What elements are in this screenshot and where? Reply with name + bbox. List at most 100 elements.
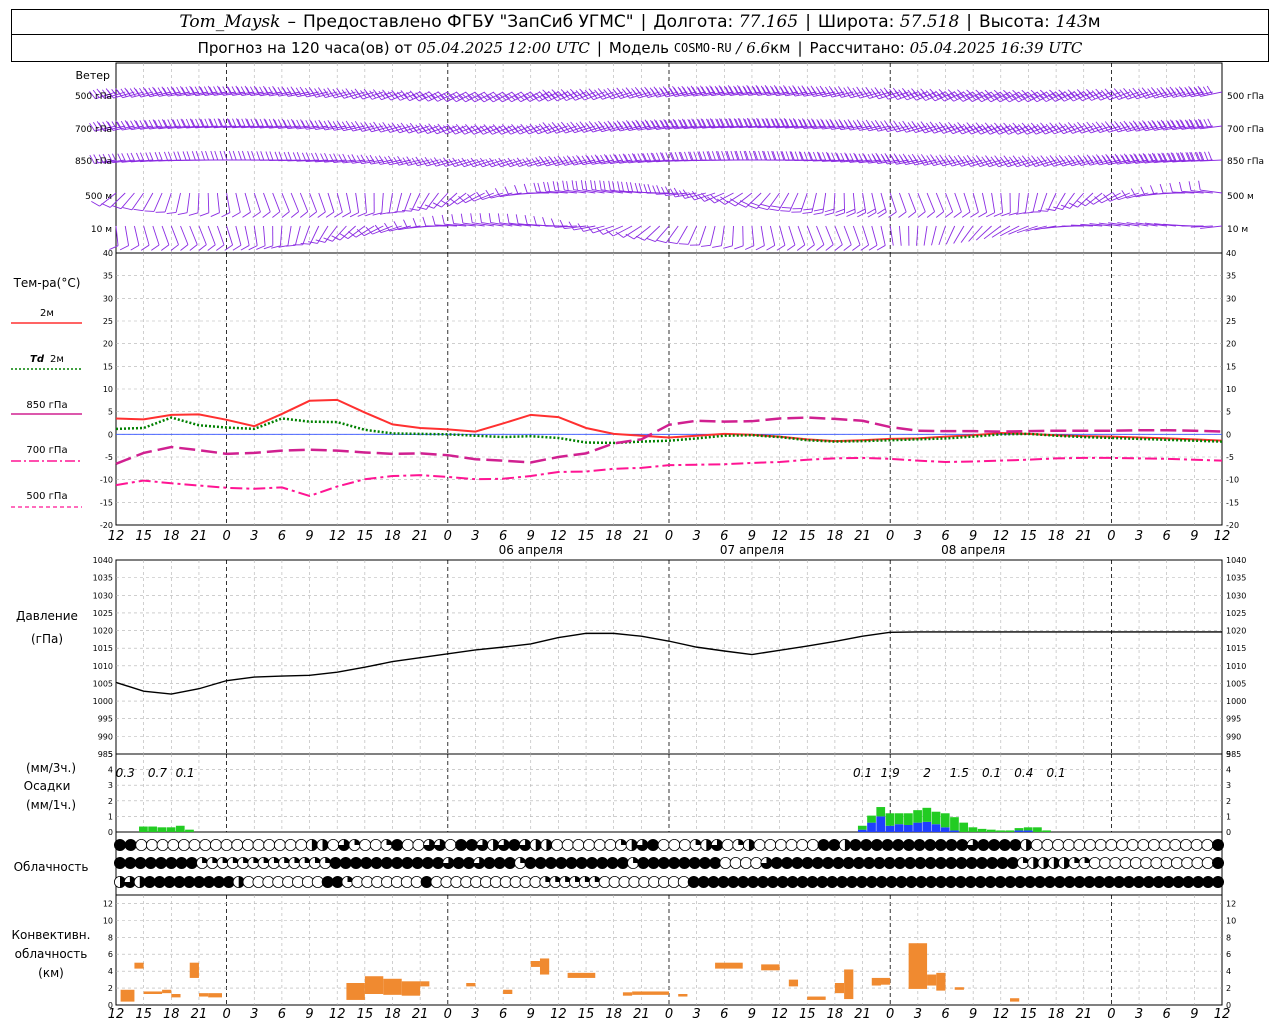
wind-barb-feather	[729, 86, 735, 96]
convective-unit: (км)	[38, 966, 64, 980]
cloud-cover-symbol	[753, 839, 766, 852]
wind-barb	[503, 157, 531, 168]
wind-barb-feather	[772, 151, 777, 161]
wind-barb-feather	[1177, 152, 1183, 162]
cloud-cover-symbol	[1201, 839, 1214, 852]
wind-barb-feather	[868, 244, 878, 251]
wind-barb	[256, 225, 266, 250]
cloud-circle	[544, 857, 557, 870]
wind-barb-feather	[867, 121, 874, 131]
wind-barb-feather	[627, 121, 634, 130]
cloud-circle	[188, 839, 201, 852]
wind-barb-feather	[1075, 157, 1082, 166]
cloud-cover-symbol	[1137, 839, 1150, 852]
wind-barb-shaft	[1039, 192, 1048, 213]
wind-barb-feather	[333, 153, 339, 163]
wind-barb-feather	[894, 90, 902, 99]
cloud-circle	[1212, 857, 1225, 870]
wind-barb-feather	[1158, 121, 1164, 131]
wind-barb-shaft	[880, 225, 886, 246]
wind-barb	[1121, 153, 1149, 165]
cloud-cover-symbol	[572, 839, 585, 852]
wind-barb-feather	[533, 182, 537, 193]
wind-barb-feather	[613, 153, 619, 163]
wind-barb	[1038, 89, 1066, 103]
wind-barb-feather	[985, 212, 995, 218]
wind-barb-feather	[673, 187, 680, 197]
precip-rain-bar	[996, 830, 1005, 832]
wind-barb-feather	[687, 118, 693, 128]
wind-barb-feather	[1166, 152, 1172, 162]
altitude-value: 143	[1055, 12, 1088, 32]
wind-barb	[975, 225, 992, 241]
wind-barb-shaft	[954, 192, 962, 213]
wind-barb-feather	[240, 86, 247, 96]
wind-barb-feather	[681, 85, 688, 95]
wind-barb-feather	[120, 88, 127, 97]
wind-barb	[1030, 192, 1048, 213]
wind-barb-feather	[1069, 124, 1077, 133]
convective-cloud-bar	[401, 981, 421, 996]
wind-barb-feather	[769, 208, 779, 212]
cloud-cover-symbol	[764, 839, 777, 852]
wind-barb-feather	[803, 151, 809, 161]
wind-barb-feather	[1093, 92, 1101, 101]
wind-barb-feather	[153, 88, 160, 97]
wind-barb	[531, 89, 559, 102]
convective-cloud-bar	[539, 958, 550, 975]
wind-barb-feather	[283, 119, 289, 129]
wind-barb-feather	[762, 118, 768, 129]
cloud-cover-symbol	[688, 857, 701, 870]
wind-barb-feather	[437, 91, 445, 99]
wind-barb	[985, 192, 996, 218]
cloud-cover-symbol	[796, 839, 809, 852]
wind-barb-feather	[623, 122, 630, 131]
wind-barb-feather	[542, 89, 550, 97]
wind-barb-feather	[757, 118, 763, 128]
wind-barb-shaft	[207, 225, 216, 245]
wind-barb-feather	[120, 120, 127, 130]
wind-barb-feather	[646, 152, 652, 162]
wind-barb	[660, 86, 688, 98]
precip-snow-bar	[1023, 830, 1033, 832]
wind-barb-feather	[725, 86, 731, 96]
wind-barb-shaft	[917, 192, 926, 212]
x-tick-label: 3	[693, 529, 701, 544]
x-tick-label: 0	[444, 529, 452, 544]
wind-barb-feather	[808, 120, 814, 129]
wind-barb	[586, 225, 614, 234]
cloud-fill	[760, 857, 773, 869]
cloud-circle	[329, 857, 342, 870]
wind-barb	[1094, 192, 1121, 204]
cloud-cover-symbol	[998, 839, 1011, 852]
wind-barb-feather	[903, 123, 911, 132]
wind-barb	[1179, 181, 1204, 194]
convective-cloud-bar	[788, 979, 799, 987]
wind-barb	[813, 192, 827, 215]
wind-barb	[393, 122, 421, 134]
wind-barb	[111, 192, 135, 210]
wind-barb-feather	[876, 245, 886, 251]
wind-barb-feather	[1079, 156, 1086, 165]
cloud-circle	[596, 857, 609, 870]
wind-barb-feather	[830, 120, 836, 130]
cloud-cover-symbol	[575, 857, 588, 870]
wind-barb-feather	[317, 211, 326, 218]
wind-barb-feather	[947, 89, 956, 97]
cloud-circle	[709, 857, 722, 870]
wind-barb-feather	[1001, 159, 1009, 168]
wind-barb-feather	[1023, 157, 1031, 166]
wind-barb	[89, 121, 117, 132]
wind-barb	[723, 225, 734, 249]
wind-barb-feather	[92, 89, 100, 98]
wind-barb	[108, 153, 135, 164]
wind-barb-feather	[839, 120, 846, 130]
wind-barb-shaft	[972, 192, 979, 213]
cloud-circle	[873, 857, 886, 870]
cloud-cover-symbol	[817, 839, 830, 852]
cloud-cover-symbol	[114, 857, 127, 870]
wind-barb-feather	[950, 157, 957, 166]
wind-barb	[365, 154, 393, 165]
wind-barb-feather	[881, 91, 889, 100]
cloud-circle	[483, 857, 496, 870]
